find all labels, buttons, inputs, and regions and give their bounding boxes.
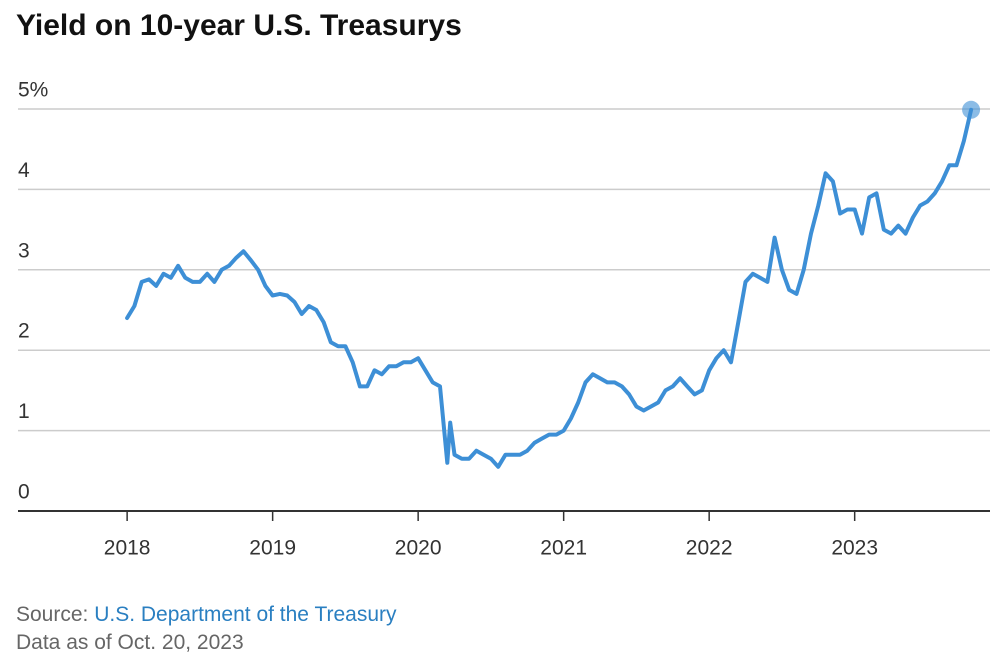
x-tick-label: 2019 [249, 537, 296, 560]
source: Source: U.S. Department of the Treasury [16, 603, 397, 627]
end-marker [962, 100, 981, 119]
x-tick-label: 2018 [104, 537, 151, 560]
line [125, 107, 974, 469]
source-link[interactable]: U.S. Department of the Treasury [94, 603, 397, 626]
y-tick-label: 0 [18, 481, 30, 504]
x-tick-label: 2021 [540, 537, 587, 560]
x-tick-label: 2020 [395, 537, 442, 560]
chart-title: Yield on 10-year U.S. Treasurys [16, 9, 462, 42]
y-tick-label: 4 [18, 159, 30, 182]
y-tick-label: 2 [18, 320, 30, 343]
note: Data as of Oct. 20, 2023 [16, 631, 244, 654]
x-tick-label: 2022 [686, 537, 733, 560]
source-label: Source: [16, 603, 89, 626]
y-tick-label: 1 [18, 400, 30, 423]
y-tick-label: 3 [18, 239, 30, 262]
x-tick-label: 2023 [831, 537, 878, 560]
y-tick-label: 5% [18, 79, 48, 102]
chart: Yield on 10-year U.S. Treasurys 0 1 2 3 4 5% 2… [16, 9, 990, 560]
